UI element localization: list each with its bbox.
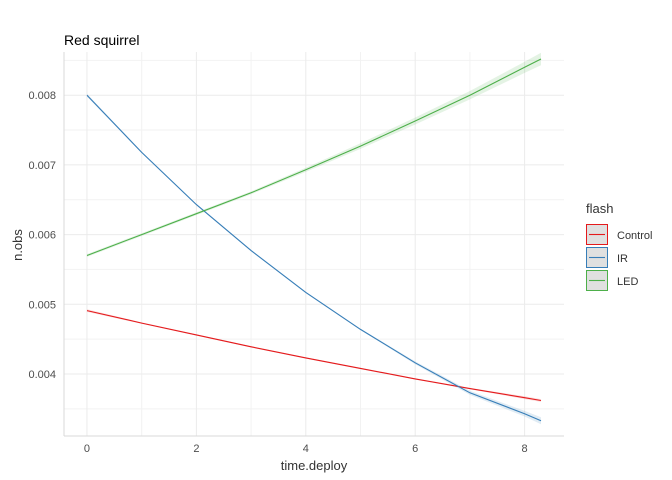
legend-label-ir: IR — [617, 253, 628, 265]
legend-label-led: LED — [617, 276, 638, 288]
y-tick-label: 0.006 — [28, 230, 56, 242]
x-tick-label: 2 — [193, 443, 199, 455]
ribbon-ir — [87, 93, 541, 425]
chart-title: Red squirrel — [64, 32, 139, 48]
x-axis-title: time.deploy — [281, 458, 348, 473]
line-ir — [86, 94, 542, 422]
ribbon-control — [87, 309, 541, 402]
y-tick-label: 0.005 — [28, 299, 56, 311]
line-control — [86, 310, 542, 402]
y-tick-label: 0.008 — [28, 90, 56, 102]
x-tick-labels: 0 2 4 6 8 — [84, 443, 528, 455]
y-tick-labels: 0.004 0.005 0.006 0.007 0.008 — [28, 90, 56, 381]
line-led — [86, 58, 542, 257]
minor-gridlines — [64, 52, 564, 436]
y-axis-title: n.obs — [10, 229, 25, 261]
x-tick-label: 0 — [84, 443, 90, 455]
x-tick-label: 4 — [303, 443, 309, 455]
series-lines — [86, 58, 542, 422]
y-tick-label: 0.007 — [28, 160, 56, 172]
x-tick-label: 8 — [522, 443, 528, 455]
legend-label-control: Control — [617, 230, 652, 242]
legend-title: flash — [586, 201, 613, 216]
x-tick-label: 6 — [412, 443, 418, 455]
confidence-ribbons — [87, 52, 541, 425]
y-tick-label: 0.004 — [28, 369, 56, 381]
legend: flash Control IR LED — [586, 201, 652, 291]
ribbon-led — [87, 52, 541, 257]
major-gridlines — [64, 52, 564, 436]
